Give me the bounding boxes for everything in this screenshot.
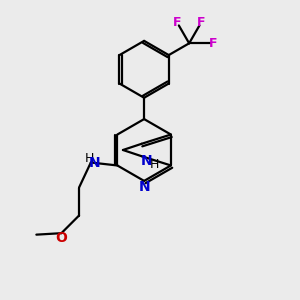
Text: F: F: [173, 16, 181, 29]
Text: O: O: [56, 231, 67, 245]
Text: N: N: [141, 154, 153, 169]
Text: H: H: [150, 158, 160, 171]
Text: F: F: [197, 16, 206, 29]
Text: F: F: [209, 37, 218, 50]
Text: N: N: [88, 155, 100, 170]
Text: N: N: [138, 180, 150, 194]
Text: H: H: [85, 152, 94, 165]
